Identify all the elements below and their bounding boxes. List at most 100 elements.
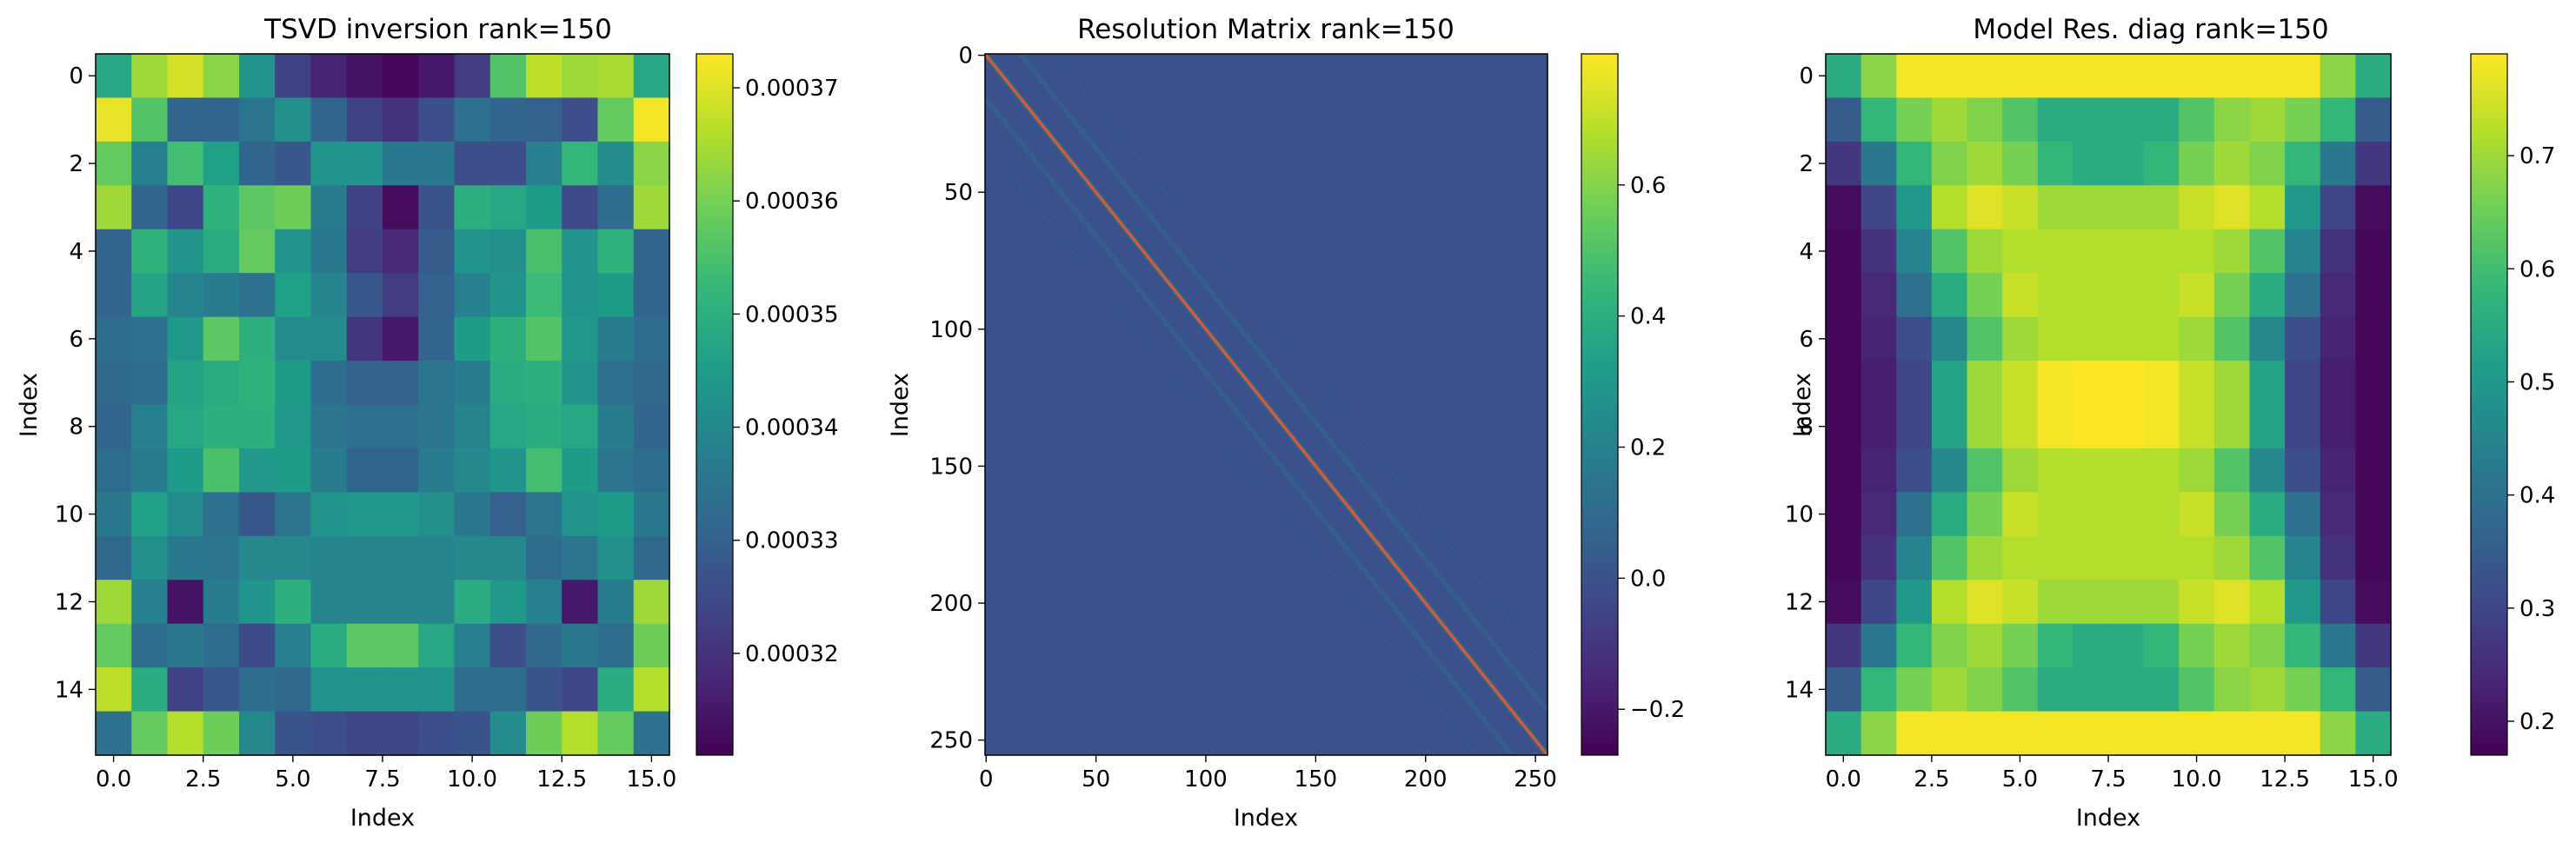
heatmap-cell <box>1896 54 1933 99</box>
heatmap-cell <box>2179 667 2215 713</box>
heatmap-cell <box>2073 667 2109 713</box>
heatmap-cell <box>2285 54 2321 99</box>
heatmap-cell <box>346 97 383 143</box>
heatmap-cell <box>2320 316 2356 361</box>
heatmap-cell <box>597 711 635 756</box>
heatmap-cell <box>239 316 276 361</box>
heatmap-cell <box>383 448 419 493</box>
heatmap-cell <box>526 667 562 713</box>
heatmap-cell <box>2002 361 2039 406</box>
heatmap-cell <box>239 492 276 537</box>
heatmap-cell <box>2073 711 2109 756</box>
heatmap-cell <box>383 141 419 186</box>
heatmap-cell <box>2143 492 2180 537</box>
heatmap-cell <box>203 535 240 580</box>
heatmap-cell <box>275 623 312 668</box>
heatmap-cell <box>1896 141 1933 186</box>
heatmap-cell <box>2108 97 2145 143</box>
heatmap-cell <box>1826 185 1862 230</box>
panel-resolution-matrix: Resolution Matrix rank=150 0 50 100 150 200 2… <box>887 14 1685 832</box>
heatmap-cell <box>310 448 348 493</box>
heatmap-cell <box>418 535 456 580</box>
heatmap-cell <box>275 229 312 274</box>
heatmap-cell <box>2179 448 2215 493</box>
heatmap-cell <box>597 535 635 580</box>
heatmap-cell <box>526 711 562 756</box>
heatmap-cell <box>203 97 240 143</box>
heatmap-cell <box>562 580 599 625</box>
heatmap-cell <box>1860 535 1897 580</box>
heatmap-cell <box>275 492 312 537</box>
heatmap-cell <box>562 361 599 406</box>
heatmap-cell <box>1826 448 1862 493</box>
heatmap-cell <box>346 185 383 230</box>
heatmap-cell <box>1896 667 1933 713</box>
heatmap-cell <box>562 185 599 230</box>
heatmap-cell <box>1931 361 1968 406</box>
heatmap-cell <box>633 404 670 449</box>
heatmap-cell <box>2179 141 2215 186</box>
colorbar-tick-label: 0.0 <box>1630 566 1666 592</box>
heatmap-cell <box>2073 361 2109 406</box>
heatmap-cell <box>383 711 419 756</box>
heatmap-cell <box>2143 316 2180 361</box>
heatmap-cell <box>2143 623 2180 668</box>
colorbar-tick-label: 0.4 <box>2519 483 2555 509</box>
heatmap-cell <box>96 492 132 537</box>
heatmap-cell <box>633 623 670 668</box>
heatmap-cell <box>275 404 312 449</box>
heatmap-cell <box>2355 316 2392 361</box>
resolution-colorbar-ticks: −0.2 0.0 0.2 0.4 0.6 <box>1618 173 1685 723</box>
heatmap-cell <box>203 404 240 449</box>
heatmap-cell <box>418 711 456 756</box>
heatmap-cell <box>1967 535 2003 580</box>
heatmap-cell <box>310 229 348 274</box>
heatmap-cell <box>96 711 132 756</box>
heatmap-cell <box>346 492 383 537</box>
heatmap-cell <box>597 273 635 318</box>
heatmap-cell <box>2037 97 2073 143</box>
y-tick-label: 200 <box>929 591 973 617</box>
heatmap-cell <box>633 448 670 493</box>
heatmap-cell <box>2143 185 2180 230</box>
colorbar-tick-label: 0.5 <box>2519 369 2555 395</box>
heatmap-cell <box>1931 54 1968 99</box>
heatmap-cell <box>2213 535 2251 580</box>
heatmap-cell <box>2002 535 2039 580</box>
heatmap-cell <box>2073 316 2109 361</box>
heatmap-cell <box>1931 492 1968 537</box>
heatmap-cell <box>633 273 670 318</box>
heatmap-cell <box>203 273 240 318</box>
heatmap-cell <box>562 667 599 713</box>
heatmap-cell <box>1967 361 2003 406</box>
colorbar-tick-label: 0.7 <box>2519 143 2555 169</box>
heatmap-cell <box>2143 711 2180 756</box>
off-diagonal-band <box>985 56 1546 755</box>
heatmap-cell <box>310 404 348 449</box>
heatmap-cell <box>562 273 599 318</box>
heatmap-cell <box>239 535 276 580</box>
heatmap-cell <box>167 273 204 318</box>
heatmap-cell <box>131 97 169 143</box>
heatmap-cell <box>383 229 419 274</box>
heatmap-cell <box>275 667 312 713</box>
heatmap-cell <box>489 667 527 713</box>
heatmap-cell <box>2320 535 2356 580</box>
heatmap-cell <box>1860 623 1897 668</box>
heatmap-cell <box>2213 623 2251 668</box>
heatmap-cell <box>275 54 312 99</box>
y-tick-label: 12 <box>1785 589 1814 615</box>
heatmap-cell <box>418 316 456 361</box>
x-tick-label: 15.0 <box>626 766 676 793</box>
heatmap-cell <box>526 404 562 449</box>
x-tick-label: 7.5 <box>2090 766 2126 793</box>
heatmap-cell <box>2285 492 2321 537</box>
heatmap-cell <box>1967 711 2003 756</box>
y-tick-label: 8 <box>69 415 83 441</box>
heatmap-cell <box>2108 667 2145 713</box>
x-tick-label: 250 <box>1514 766 1557 793</box>
heatmap-cell <box>633 316 670 361</box>
heatmap-cell <box>633 535 670 580</box>
heatmap-cell <box>489 580 527 625</box>
heatmap-cell <box>489 316 527 361</box>
